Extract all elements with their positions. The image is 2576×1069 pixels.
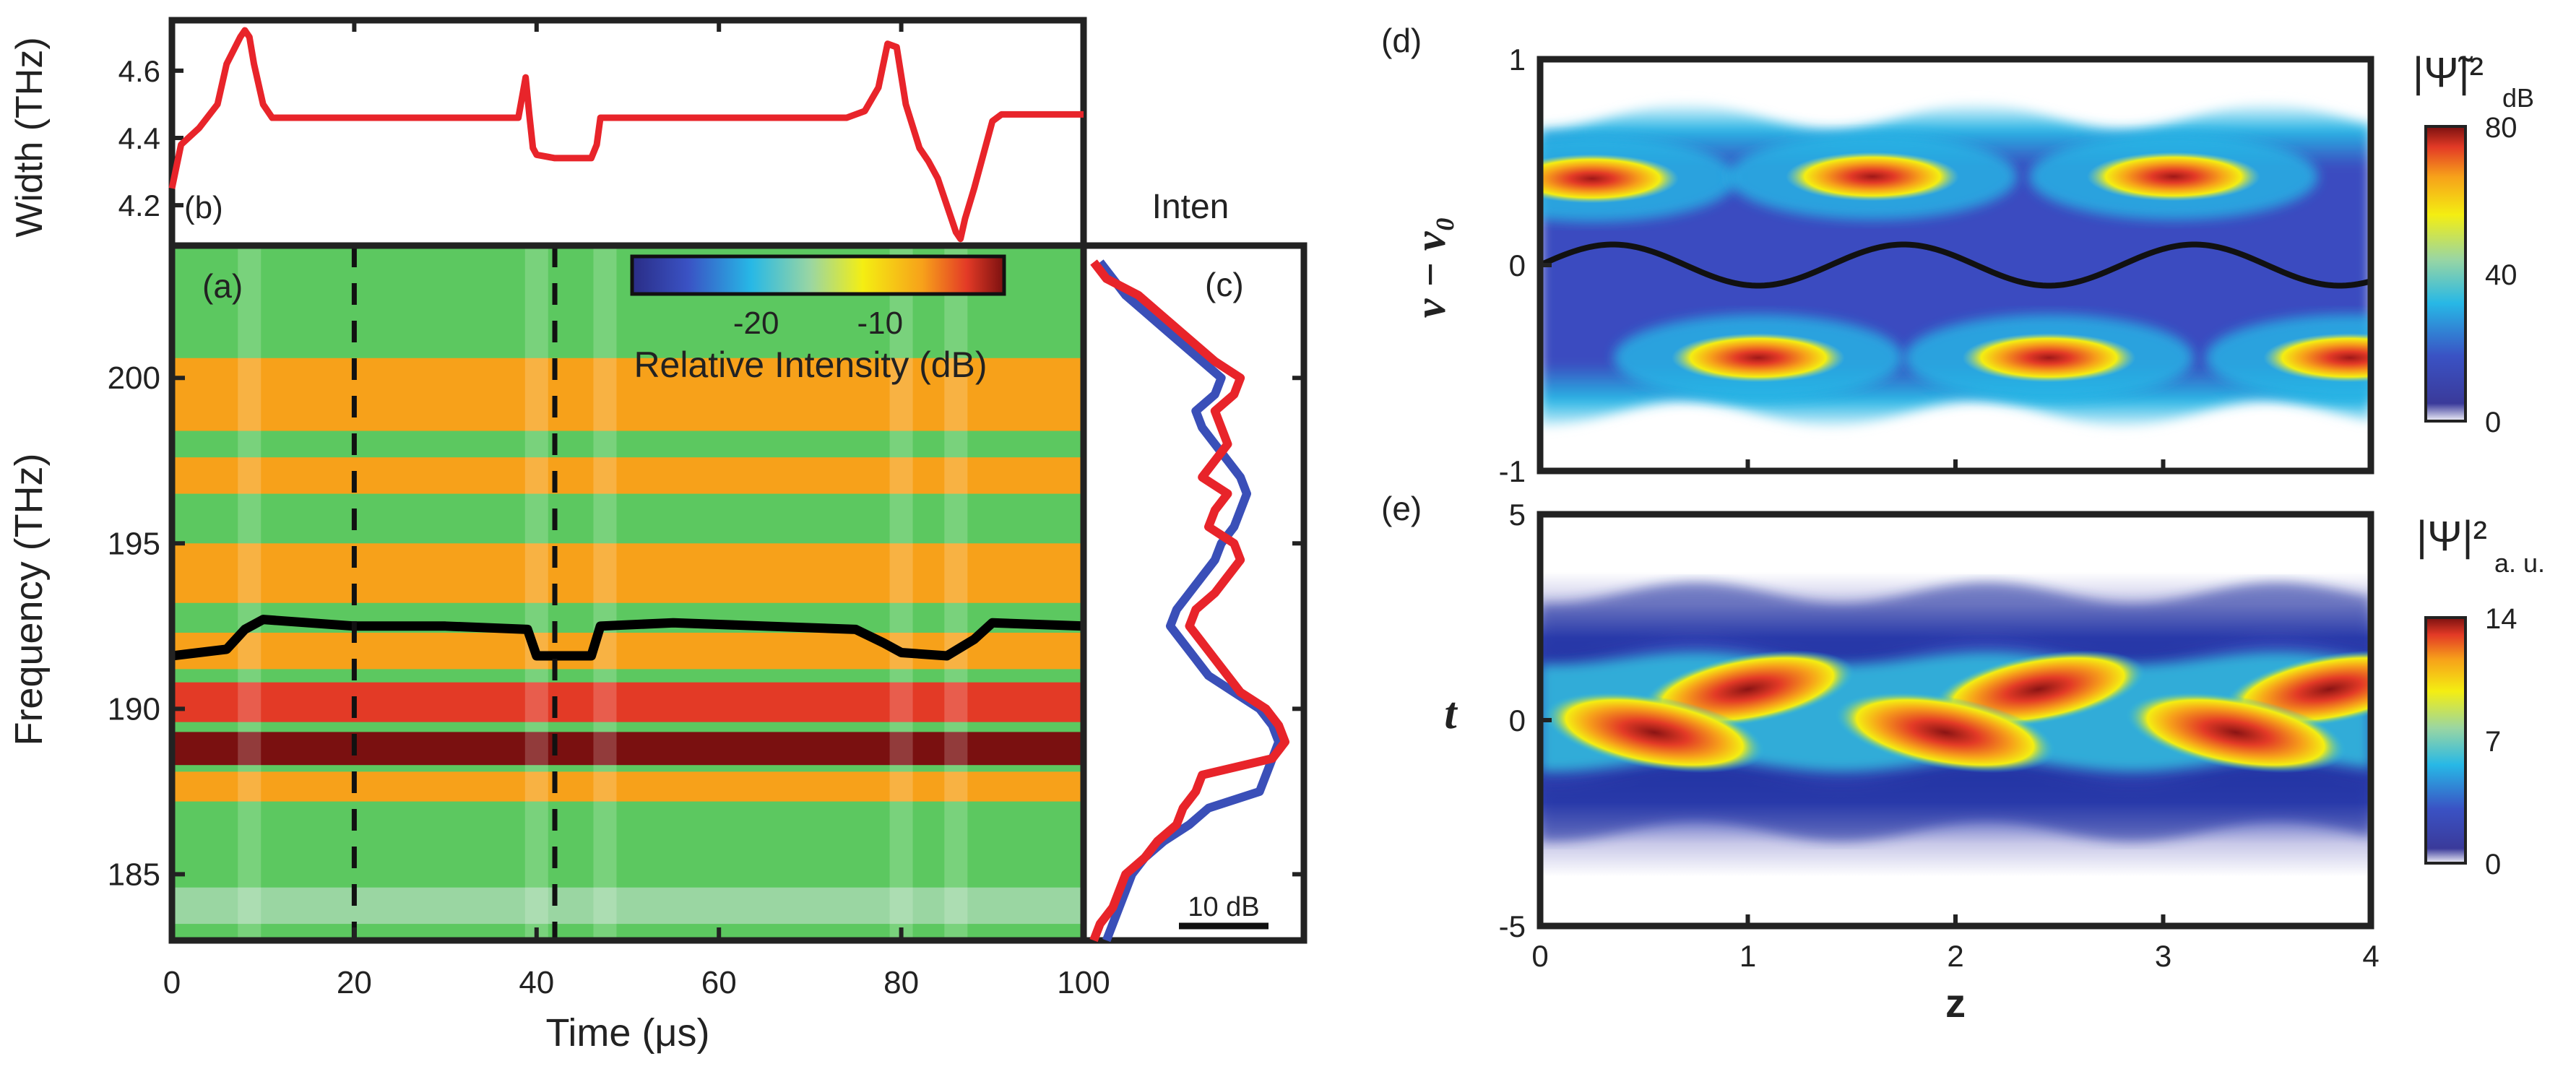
a-xtick-label: 40 xyxy=(519,965,554,1000)
e-lower-lobe-1 xyxy=(1834,691,2056,774)
d-colorbar-tick-label: 80 xyxy=(2485,112,2517,144)
panel-e-colorbar-label: |Ψ|² xyxy=(2416,513,2487,560)
panel-c: (c) Inten 10 dB xyxy=(1080,188,1308,944)
a-xtick-label: 20 xyxy=(337,965,372,1000)
panel-e-heatmap xyxy=(1540,514,2371,926)
panel-b-ylabel: Width (THz) xyxy=(9,37,51,237)
a-xtick-label: 60 xyxy=(701,965,737,1000)
panel-d-colorbar-ticks: 0 40 80 xyxy=(2485,112,2517,438)
panel-a-ylabel: Frequency (THz) xyxy=(7,453,51,745)
d-hotspot-1 xyxy=(1786,152,1959,202)
d-ytick-label: 1 xyxy=(1509,43,1526,77)
d-hotspot-5 xyxy=(2263,333,2371,383)
spectral-band-5 xyxy=(172,732,1084,766)
a-xtick-label: 80 xyxy=(883,965,919,1000)
d-hotspot-4 xyxy=(1962,333,2136,383)
transition-stripe-1 xyxy=(524,246,548,940)
spectrum-20us-line xyxy=(1097,259,1284,943)
panel-b: 4.2 4.4 4.6 (b) Width (THz) xyxy=(9,17,1087,249)
a-ytick-label: 195 xyxy=(108,526,160,561)
panel-e-colorbar-unit: a. u. xyxy=(2494,548,2545,578)
panel-e-ylabel: t xyxy=(1444,689,1458,738)
spectral-band-2 xyxy=(172,543,1084,603)
e-colorbar-tick-label: 14 xyxy=(2485,603,2517,635)
width-series-line xyxy=(168,27,1084,243)
panel-c-label: (c) xyxy=(1205,266,1244,303)
d-hotspot-2 xyxy=(2086,152,2260,202)
panel-a-ticks: 0 20 40 60 80 100 185 190 195 200 xyxy=(108,360,1110,1000)
spectral-band-6 xyxy=(172,771,1084,802)
a-xtick-label: 100 xyxy=(1057,965,1110,1000)
d-hotspot-0 xyxy=(1540,154,1679,204)
transition-stripe-4 xyxy=(944,246,968,940)
b-ytick-label: 4.6 xyxy=(118,54,160,88)
e-lower-lobe-2 xyxy=(2125,691,2347,774)
spectral-band-0 xyxy=(172,358,1084,431)
e-ytick-label: -5 xyxy=(1499,909,1526,943)
a-ytick-label: 190 xyxy=(108,691,160,727)
panel-e-colorbar xyxy=(2424,616,2467,865)
e-colorbar-tick-label: 0 xyxy=(2485,849,2501,880)
panel-e-label: (e) xyxy=(1381,490,1422,527)
panel-b-ticks: 4.2 4.4 4.6 xyxy=(118,20,1086,222)
panel-b-frame xyxy=(168,17,1087,249)
d-ytick-label: 0 xyxy=(1509,248,1526,282)
panel-c-title: Inten xyxy=(1152,188,1229,226)
panel-d-heatmap xyxy=(1540,59,2371,471)
transition-stripe-0 xyxy=(238,246,262,940)
e-colorbar-tick-label: 7 xyxy=(2485,726,2501,758)
e-xtick-label: 0 xyxy=(1531,939,1548,973)
transition-stripe-2 xyxy=(593,246,617,940)
panel-a-label: (a) xyxy=(202,267,243,305)
spectral-band-7 xyxy=(172,887,1084,925)
panel-b-label: (b) xyxy=(184,190,223,225)
panel-d-ticks: -1 0 1 xyxy=(1499,43,2373,488)
lower-wing-band xyxy=(1540,763,2371,842)
transition-stripe-3 xyxy=(889,246,913,940)
panel-c-ticks xyxy=(1292,376,1304,877)
scale-bar-label: 10 dB xyxy=(1188,892,1259,922)
b-ytick-label: 4.2 xyxy=(118,189,160,222)
e-xtick-label: 4 xyxy=(2362,939,2379,973)
panel-d-colorbar-label: |Ψ̃|² xyxy=(2413,49,2484,96)
overlay-center-curve xyxy=(1540,241,2371,289)
panel-a-colorbar-ticks: -20 -10 xyxy=(733,306,903,341)
b-ytick-label: 4.4 xyxy=(118,121,160,155)
panel-a-colorbar-label: Relative Intensity (dB) xyxy=(634,345,987,385)
e-lower-lobe-0 xyxy=(1544,691,1765,774)
d-ytick-label: -1 xyxy=(1499,454,1526,488)
panel-d-label: (d) xyxy=(1381,22,1422,59)
panel-a-heatmap xyxy=(172,246,1084,940)
a-ytick-label: 200 xyxy=(108,360,160,396)
e-ytick-label: 5 xyxy=(1509,498,1526,532)
e-ytick-label: 0 xyxy=(1509,704,1526,737)
e-xtick-label: 2 xyxy=(1947,939,1963,973)
a-ytick-label: 185 xyxy=(108,857,160,892)
panel-d: -1 0 1 (d) ν − ν₀ 0 40 80 |Ψ̃|² dB xyxy=(1381,22,2534,488)
a-xtick-label: 0 xyxy=(163,965,181,1000)
panel-d-colorbar xyxy=(2424,125,2467,423)
spectrum-42us-line xyxy=(1089,259,1289,943)
panel-a-colorbar xyxy=(630,254,1006,296)
center-frequency-trace xyxy=(172,615,1084,661)
panel-e-xlabel: z xyxy=(1945,980,1966,1026)
spectral-band-1 xyxy=(172,457,1084,494)
e-xtick-label: 3 xyxy=(2155,939,2171,973)
e-xtick-label: 1 xyxy=(1739,939,1756,973)
d-colorbar-tick-label: 40 xyxy=(2485,259,2517,291)
panel-d-ylabel: ν − ν₀ xyxy=(1406,217,1455,319)
panel-d-colorbar-unit: dB xyxy=(2502,83,2534,113)
d-colorbar-tick-label: 0 xyxy=(2485,407,2501,438)
upper-wing-band xyxy=(1540,582,2371,661)
a-colorbar-tick-label: -10 xyxy=(857,306,904,341)
a-colorbar-tick-label: -20 xyxy=(733,306,779,341)
panel-a: 0 20 40 60 80 100 185 190 195 200 (a) -20 -10 Rela… xyxy=(7,242,1110,1055)
panel-a-xlabel: Time (μs) xyxy=(545,1011,709,1055)
spectral-band-4 xyxy=(172,682,1084,722)
d-hotspot-3 xyxy=(1671,333,1845,383)
panel-e-colorbar-ticks: 0 7 14 xyxy=(2485,603,2517,880)
